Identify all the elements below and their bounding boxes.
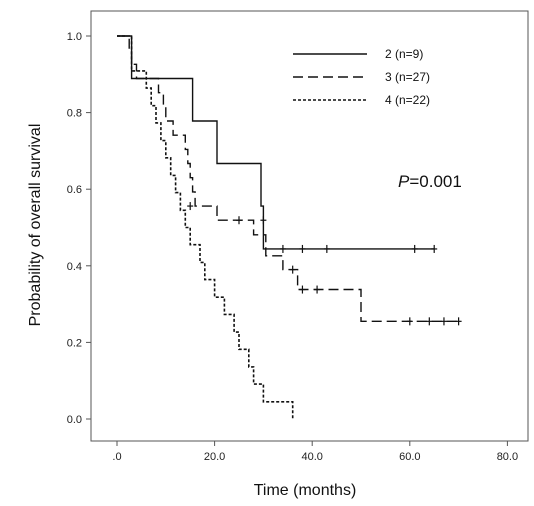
p-value-number: =0.001 (409, 172, 461, 191)
plot-frame (90, 10, 529, 442)
x-tick-label: 20.0 (204, 451, 225, 463)
censor-mark (260, 216, 267, 225)
legend-label-1: 2 (n=9) (385, 47, 423, 61)
censor-mark (406, 317, 413, 326)
series-line-2 (117, 35, 459, 322)
legend-label-3: 4 (n=22) (385, 93, 430, 107)
censor-mark (236, 216, 242, 225)
y-tick-label: 0.6 (67, 184, 82, 196)
x-tick-label: 80.0 (497, 451, 518, 463)
y-tick-label: 0.2 (67, 337, 82, 349)
censor-mark (411, 244, 418, 253)
censor-mark (455, 317, 462, 326)
y-tick-label: 0.8 (67, 108, 82, 120)
x-tick-label: 40.0 (301, 451, 322, 463)
censor-mark (440, 317, 447, 326)
censor-mark (299, 244, 306, 253)
censor-mark (314, 285, 321, 294)
p-value-symbol: P (398, 172, 410, 191)
legend-label-2: 3 (n=27) (385, 70, 430, 84)
censor-mark (289, 265, 296, 274)
censor-mark (279, 244, 286, 253)
censor-mark (426, 317, 433, 326)
y-tick-label: 0.0 (67, 414, 82, 426)
y-tick-label: 0.4 (67, 261, 82, 273)
p-value-annotation: P=0.001 (398, 172, 462, 191)
y-tick-label: 1.0 (67, 31, 82, 43)
x-axis-label: Time (months) (254, 482, 357, 499)
censor-mark (187, 202, 194, 211)
censor-mark (323, 244, 330, 253)
censor-mark (431, 244, 438, 253)
x-tick-label: 60.0 (399, 451, 420, 463)
series-line-3 (117, 35, 294, 419)
y-axis-label: Probability of overall survival (27, 124, 44, 327)
x-tick-label: .0 (112, 451, 121, 463)
series-line-1 (117, 35, 435, 250)
censor-mark (299, 285, 306, 294)
